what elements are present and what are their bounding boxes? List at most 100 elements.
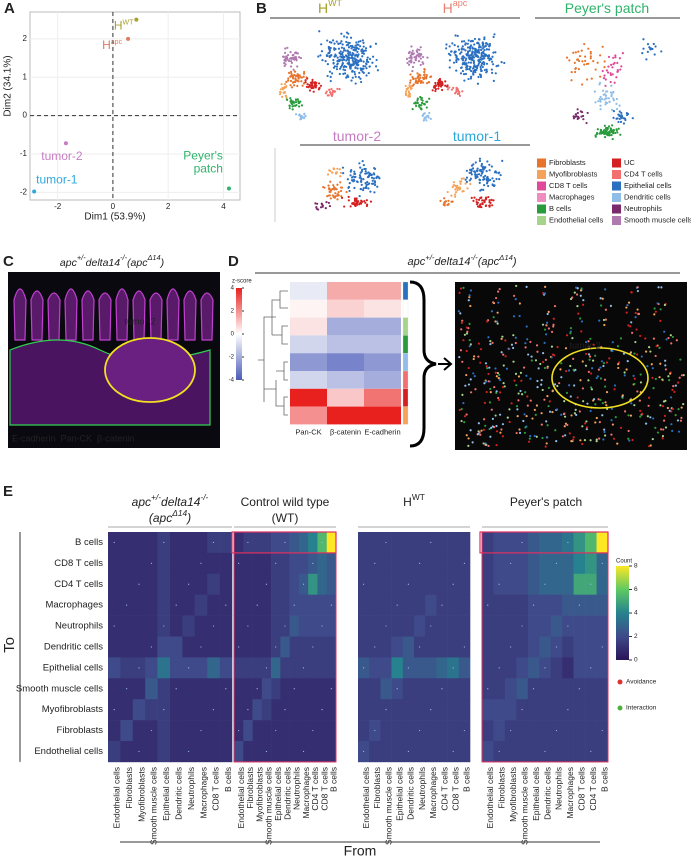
segmented-cell — [568, 384, 571, 387]
segmented-cell — [477, 422, 480, 425]
cell-dot — [607, 65, 610, 68]
heat-cell — [573, 615, 586, 637]
cell-dot — [451, 42, 454, 45]
heat-cell — [170, 741, 183, 763]
point-label-sup: apc — [111, 39, 123, 46]
heat-cell — [447, 699, 460, 721]
cell-dot — [351, 70, 354, 73]
cell-dot — [416, 99, 419, 102]
heat-cell — [194, 657, 208, 679]
significance-dot — [385, 625, 387, 627]
segmented-cell — [497, 396, 500, 400]
segmented-cell — [497, 290, 500, 293]
column-label: Pan-CK — [295, 427, 321, 436]
cell-dot — [417, 78, 421, 81]
segmented-cell — [595, 438, 598, 441]
segmented-cell — [644, 350, 648, 353]
cell-dot — [364, 167, 367, 171]
cell-dot — [625, 113, 629, 117]
cell-dot — [340, 46, 344, 49]
cell-dot — [410, 52, 413, 55]
cell-dot — [289, 65, 293, 68]
cell-dot — [346, 178, 349, 181]
cell-dot — [371, 55, 375, 58]
point-label-part: Peyer's — [183, 149, 223, 163]
column-label: Myofibroblasts — [136, 767, 146, 822]
segmented-cell — [648, 346, 651, 349]
heat-cell — [358, 678, 370, 700]
cell-dot — [349, 44, 352, 48]
cell-dot — [353, 57, 356, 60]
cell-dot — [358, 176, 361, 179]
cell-dot — [477, 205, 480, 208]
cell-dot — [372, 177, 376, 180]
plot-title-part: tumor-2 — [333, 128, 381, 144]
cell-dot — [631, 117, 634, 120]
cell-dot — [475, 169, 478, 172]
cell-dot — [601, 89, 605, 92]
cell-dot — [328, 50, 331, 54]
cell-dot — [341, 55, 345, 58]
cell-dot — [338, 58, 341, 61]
segmented-cell — [602, 438, 605, 441]
heat-cell — [308, 594, 318, 616]
cell-dot — [465, 66, 468, 69]
heat-cell — [550, 741, 563, 763]
cell-dot — [331, 194, 335, 197]
segmented-cell — [584, 364, 588, 367]
segmented-cell — [653, 307, 656, 310]
cell-dot — [599, 131, 602, 134]
segmented-cell — [603, 323, 606, 327]
segmented-cell — [542, 291, 545, 295]
cell-dot — [293, 70, 296, 73]
cell-dot — [606, 71, 610, 74]
cell-dot — [423, 112, 426, 115]
cell-dot — [347, 186, 350, 189]
cell-dot — [357, 40, 360, 43]
heat-cell — [170, 573, 183, 595]
heat-cell — [380, 573, 392, 595]
segmented-cell — [575, 413, 578, 416]
title: Control wild type — [241, 495, 330, 509]
segmented-cell — [581, 442, 584, 446]
heat-cell — [562, 552, 574, 575]
heat-cell — [402, 699, 415, 721]
cell-dot — [356, 50, 359, 53]
cell-dot — [611, 66, 614, 69]
cell-dot — [414, 101, 417, 104]
cell-dot — [459, 72, 463, 75]
cell-dot — [473, 47, 476, 50]
column-label: Macrophages — [301, 767, 311, 819]
heat-cell — [414, 532, 426, 554]
cell-dot — [439, 199, 442, 202]
heat-cell — [447, 552, 460, 575]
cell-dot — [615, 76, 618, 79]
stain-label: E-cadherin — [12, 433, 56, 443]
column-label: Fibroblasts — [124, 767, 134, 809]
heat-cell — [120, 720, 134, 742]
segmented-cell — [605, 390, 609, 394]
cell-dot — [355, 180, 359, 183]
heat-cell — [182, 594, 196, 616]
cell-dot — [333, 90, 337, 93]
cell-dot — [345, 31, 349, 34]
cell-dot — [450, 50, 453, 53]
cell-dot — [326, 194, 329, 198]
segmented-cell — [459, 312, 462, 315]
cell-dot — [620, 111, 623, 115]
segmented-cell — [617, 363, 620, 366]
cell-dot — [353, 46, 356, 49]
segmented-cell — [545, 420, 548, 423]
heat-cell — [364, 317, 401, 336]
segmented-cell — [595, 376, 598, 380]
segmented-cell — [536, 385, 539, 389]
segmented-cell — [502, 382, 505, 385]
segmented-cell — [587, 370, 590, 374]
segmented-cell — [564, 434, 567, 437]
segmented-cell — [526, 395, 529, 398]
significance-dot — [150, 646, 152, 648]
cell-dot — [278, 93, 282, 96]
segmented-cell — [636, 286, 639, 289]
cell-dot — [484, 54, 487, 58]
row-annotation — [402, 388, 409, 407]
